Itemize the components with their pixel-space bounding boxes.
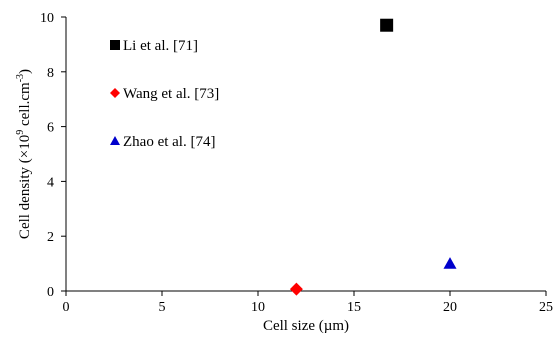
legend-marker-triangle bbox=[110, 136, 120, 145]
legend-label: Li et al. [71] bbox=[123, 38, 198, 54]
legend-entry: Wang et al. [73] bbox=[110, 86, 219, 102]
x-tick-label: 5 bbox=[159, 300, 166, 315]
data-points bbox=[289, 18, 457, 296]
x-axis-title: Cell size (µm) bbox=[263, 318, 349, 334]
x-tick-label: 10 bbox=[251, 300, 265, 315]
data-point-triangle bbox=[443, 257, 457, 269]
legend-marker-square bbox=[110, 40, 120, 50]
legend-label: Zhao et al. [74] bbox=[123, 134, 215, 150]
legend: Li et al. [71] Wang et al. [73] Zhao et al… bbox=[110, 38, 219, 150]
y-tick-label: 0 bbox=[47, 285, 54, 300]
y-axis-title: Cell density (×109 cell.cm-3) bbox=[15, 69, 33, 239]
legend-entry: Zhao et al. [74] bbox=[110, 134, 215, 150]
data-point-square bbox=[380, 18, 394, 32]
x-tick-label: 25 bbox=[539, 300, 553, 315]
y-tick-label: 2 bbox=[47, 230, 54, 245]
y-tick-label: 8 bbox=[47, 66, 54, 81]
legend-marker-diamond bbox=[110, 88, 120, 98]
y-tick-label: 4 bbox=[47, 175, 54, 190]
axes bbox=[65, 17, 546, 292]
data-point-diamond bbox=[289, 282, 303, 296]
x-tick-label: 15 bbox=[347, 300, 361, 315]
y-tick-label: 10 bbox=[40, 11, 54, 26]
tick-labels: 0 5 10 15 20 25 0 2 4 6 8 10 bbox=[40, 11, 553, 315]
legend-entry: Li et al. [71] bbox=[110, 38, 198, 54]
x-tick-label: 20 bbox=[443, 300, 457, 315]
tick-marks bbox=[61, 16, 547, 296]
y-tick-label: 6 bbox=[47, 121, 54, 136]
x-tick-label: 0 bbox=[63, 300, 70, 315]
legend-label: Wang et al. [73] bbox=[123, 86, 219, 102]
